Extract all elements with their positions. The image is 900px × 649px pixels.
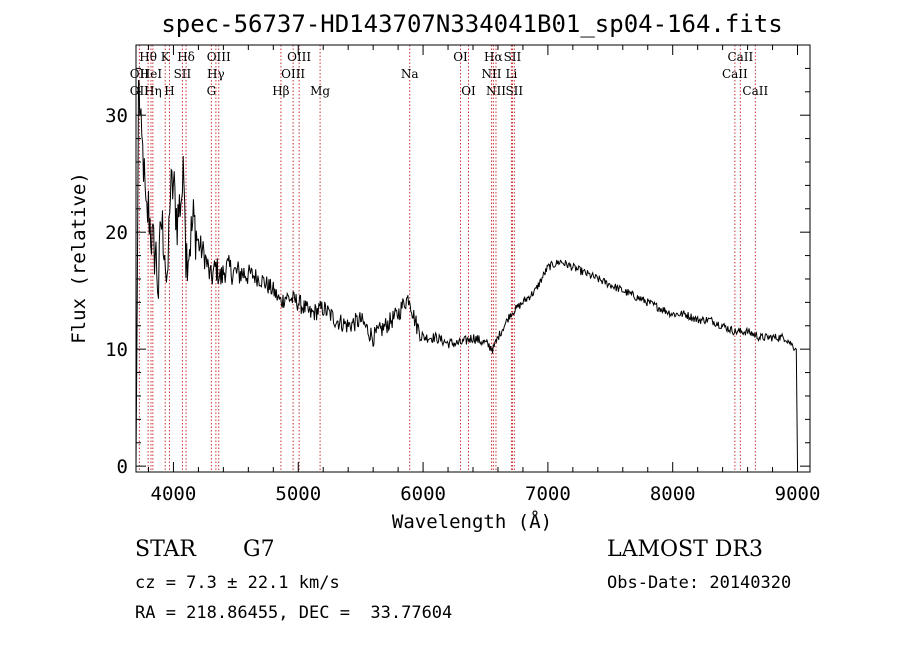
spectral-line-label: K [161,50,171,64]
spectral-line-label: HeI [140,67,163,81]
spectral-line-label: CaII [727,50,753,64]
object-subclass: G7 [243,537,275,562]
x-tick-label: 7000 [525,483,571,505]
spectral-line-label: OI [461,84,476,98]
survey-name: LAMOST DR3 [607,537,763,562]
plot-frame [135,44,811,473]
spectral-line-label: Hη [144,84,162,98]
spectral-line-label: NII [481,67,501,81]
redshift-value: cz = 7.3 ± 22.1 km/s [135,573,340,593]
x-tick-label: 9000 [775,483,821,505]
spectral-line-label: Hβ [272,84,289,98]
spectral-line-label: Li [506,67,518,81]
y-axis-label: Flux (relative) [68,172,90,344]
spectral-line-label: Hα [484,50,503,64]
y-tick-label: 10 [105,339,128,361]
spectral-line-label: SII [174,67,192,81]
spectral-line-label: Hθ [139,50,157,64]
x-tick-label: 5000 [275,483,321,505]
spectral-line-label: OII [130,67,150,81]
chart-title: spec-56737-HD143707N334041B01_sp04-164.f… [161,10,782,38]
spectral-line-label: G [207,84,217,98]
spectral-line-label: H [164,84,174,98]
x-tick-label: 8000 [650,483,696,505]
spectral-line-label: OIII [207,50,231,64]
coordinates: RA = 218.86455, DEC = 33.77604 [135,603,453,623]
spectral-line-label: Hγ [207,67,225,81]
spectral-line-label: Hδ [177,50,195,64]
y-tick-label: 30 [105,105,128,127]
obs-date: Obs-Date: 20140320 [607,573,792,593]
spectral-line-label: CaII [722,67,748,81]
spectral-line-label: SII [505,84,523,98]
object-class: STAR [135,537,196,562]
y-axis-ticks: 0 10 20 30 [105,67,810,478]
spectral-line-label: CaII [742,84,768,98]
spectral-line-label: OIII [281,67,305,81]
spectral-line-label: OI [453,50,468,64]
spectral-line-label: NII [486,84,506,98]
x-axis-ticks: 4000 5000 6000 7000 8000 9000 [147,45,821,505]
y-tick-label: 20 [105,222,128,244]
spectrum-line [135,79,798,467]
spectral-line-label: SII [504,50,522,64]
spectral-line-markers [138,45,756,472]
spectral-line-label: Mg [310,84,330,98]
y-tick-label: 0 [117,456,128,478]
spectral-line-label: OIII [287,50,311,64]
x-axis-label: Wavelength (Å) [392,510,552,533]
spectral-line-label: Na [401,67,419,81]
x-tick-label: 4000 [151,483,197,505]
x-tick-label: 6000 [400,483,446,505]
